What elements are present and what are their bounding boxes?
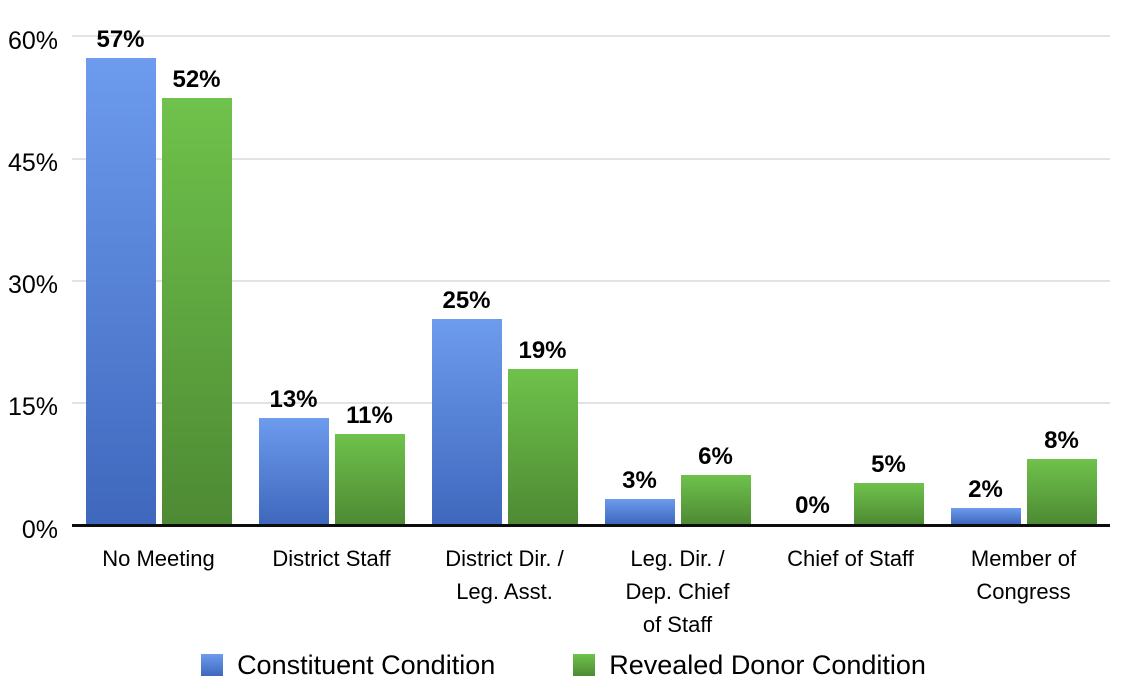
- gridline-15: [72, 402, 1110, 404]
- value-label: 6%: [698, 442, 733, 470]
- gridline-30: [72, 280, 1110, 282]
- bar-revealed-donor: [680, 474, 751, 524]
- category-label: No Meeting: [102, 546, 215, 571]
- bar-group: 0% 5%: [764, 36, 937, 524]
- bar-revealed-donor: [507, 368, 578, 524]
- category-label: District Dir. / Leg. Asst.: [445, 546, 564, 604]
- bar-constituent: [431, 319, 502, 524]
- value-label: 52%: [172, 66, 221, 94]
- bar-revealed-donor: [853, 483, 924, 524]
- legend-item-constituent: Constituent Condition: [201, 648, 495, 682]
- bar-slot-constituent: 3%: [604, 467, 675, 524]
- y-tick-label: 15%: [7, 393, 58, 421]
- bar-revealed-donor: [334, 433, 405, 524]
- gridline-60: [72, 35, 1110, 37]
- y-tick-label: 30%: [7, 271, 58, 299]
- bar-constituent: [85, 57, 156, 524]
- bar-group: 13% 11%: [245, 36, 418, 524]
- bar-group: 2% 8%: [937, 36, 1110, 524]
- y-tick-label: 45%: [7, 149, 58, 177]
- gridline-45: [72, 158, 1110, 160]
- bar-slot-revealed-donor: 19%: [507, 336, 578, 524]
- bar-group: 25% 19%: [418, 36, 591, 524]
- bar-slot-revealed-donor: 11%: [334, 401, 405, 524]
- value-label: 0%: [795, 492, 830, 519]
- bar-group: 57% 52%: [72, 26, 245, 524]
- y-tick-label: 0%: [21, 516, 58, 544]
- bar-slot-revealed-donor: 52%: [161, 66, 232, 524]
- legend-item-revealed-donor: Revealed Donor Condition: [573, 648, 926, 682]
- bar-slot-revealed-donor: 6%: [680, 442, 751, 524]
- category-label: Member of Congress: [970, 546, 1077, 604]
- category-label: Chief of Staff: [787, 546, 914, 571]
- bar-revealed-donor: [1026, 458, 1097, 524]
- legend-label: Revealed Donor Condition: [609, 650, 926, 680]
- value-label: 2%: [968, 475, 1003, 503]
- bar-constituent: [258, 417, 329, 524]
- value-label: 19%: [518, 336, 567, 364]
- bar-slot-constituent: 57%: [85, 25, 156, 524]
- bar-group: 3% 6%: [591, 36, 764, 524]
- x-axis-labels: No Meeting District Staff District Dir. / …: [72, 542, 1110, 641]
- value-label: 5%: [871, 451, 906, 479]
- bar-slot-constituent: 0%: [778, 493, 848, 524]
- bar-slot-constituent: 2%: [950, 475, 1021, 524]
- constituent-swatch-icon: [201, 654, 224, 676]
- value-label: 11%: [346, 401, 393, 429]
- bar-revealed-donor: [161, 98, 232, 524]
- value-label: 8%: [1044, 426, 1079, 454]
- revealed-donor-swatch-icon: [573, 654, 596, 676]
- bar-groups: 57% 52% 13% 11% 25% 19% 3% 6% 0% 5% 2% 8%: [72, 26, 1110, 524]
- category-label: Leg. Dir. / Dep. Chief of Staff: [625, 546, 730, 637]
- bar-constituent: [604, 499, 675, 524]
- bar-slot-constituent: 13%: [258, 385, 329, 524]
- value-label: 13%: [269, 385, 318, 413]
- y-tick-label: 60%: [7, 27, 58, 55]
- legend: Constituent Condition Revealed Donor Con…: [0, 648, 1127, 682]
- category-label: District Staff: [272, 546, 391, 571]
- bar-constituent: [950, 507, 1021, 524]
- bar-slot-constituent: 25%: [431, 287, 502, 524]
- value-label: 57%: [96, 25, 145, 53]
- plot-area: 57% 52% 13% 11% 25% 19% 3% 6% 0% 5% 2% 8%: [72, 26, 1110, 527]
- value-label: 25%: [442, 287, 491, 315]
- bar-slot-revealed-donor: 5%: [853, 451, 924, 524]
- legend-label: Constituent Condition: [237, 650, 496, 680]
- value-label: 3%: [622, 467, 657, 495]
- bar-slot-revealed-donor: 8%: [1026, 426, 1097, 524]
